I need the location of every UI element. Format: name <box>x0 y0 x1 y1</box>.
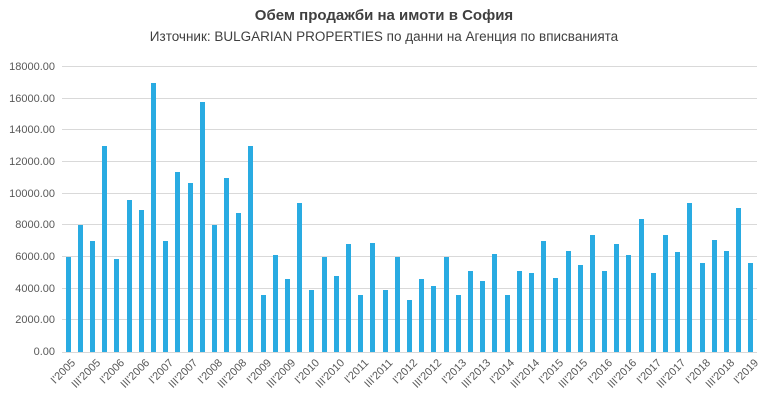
y-axis-label: 2000.00 <box>15 314 55 327</box>
bar <box>175 171 181 352</box>
bar <box>102 146 108 352</box>
bar <box>736 207 742 352</box>
bar <box>382 290 388 352</box>
bar <box>492 253 498 352</box>
x-axis-label: I'2019 <box>731 357 762 387</box>
bar <box>370 242 376 352</box>
bar <box>297 203 303 352</box>
plot-area: I'2005 III'2005 I'2006 III'2006 I'2007 III'20… <box>49 66 761 391</box>
bar <box>626 255 632 352</box>
bar <box>480 280 486 352</box>
bar <box>443 257 449 352</box>
gridline <box>62 352 757 353</box>
bar <box>602 271 608 352</box>
bar <box>333 276 339 352</box>
gridline <box>62 256 757 257</box>
y-axis-label: 0.00 <box>33 346 55 358</box>
bar <box>272 255 278 352</box>
bar <box>211 225 217 352</box>
bar <box>224 177 230 352</box>
bar <box>236 212 242 352</box>
bar <box>431 285 437 352</box>
bar <box>114 258 120 352</box>
bar <box>467 271 473 352</box>
bar <box>260 295 266 352</box>
bar <box>541 241 547 352</box>
bar <box>187 182 193 352</box>
y-axis-label: 12000.00 <box>9 156 55 168</box>
bar <box>419 279 425 352</box>
bar <box>150 82 156 352</box>
bar <box>553 277 559 352</box>
bar <box>504 295 510 352</box>
y-axis-label: 16000.00 <box>9 92 55 105</box>
bar <box>577 264 583 352</box>
bar <box>638 219 644 352</box>
bar <box>565 250 571 352</box>
y-axis-label: 14000.00 <box>9 124 55 137</box>
bar <box>394 257 400 352</box>
bar <box>163 241 169 352</box>
bar <box>309 290 315 352</box>
gridline <box>62 161 757 162</box>
bar <box>65 257 71 352</box>
gridline <box>62 66 757 67</box>
bar <box>321 257 327 352</box>
bar <box>663 234 669 352</box>
bar <box>711 239 717 352</box>
bar <box>699 263 705 352</box>
bar <box>455 295 461 352</box>
y-axis-label: 6000.00 <box>15 251 55 263</box>
gridline <box>62 287 757 289</box>
y-axis-label: 10000.00 <box>9 187 55 200</box>
bar <box>248 146 254 352</box>
bar <box>748 263 754 352</box>
bar <box>589 234 595 352</box>
chart-title: Обем продажби на имоти в София <box>254 7 514 24</box>
bar <box>199 101 205 352</box>
gridline <box>62 97 757 99</box>
bar <box>77 225 83 352</box>
bar <box>687 203 693 352</box>
gridline <box>62 224 757 226</box>
bar <box>89 241 95 352</box>
bar <box>614 244 620 352</box>
bar <box>724 250 730 352</box>
bar <box>138 209 144 352</box>
gridline <box>62 129 757 131</box>
bar <box>675 252 681 352</box>
gridline <box>62 192 757 194</box>
bar <box>346 244 352 352</box>
bar <box>358 295 364 352</box>
bar <box>528 272 534 352</box>
bar <box>285 279 291 352</box>
y-axis-label: 8000.00 <box>15 219 55 232</box>
bar <box>126 200 132 352</box>
y-axis-label: 18000.00 <box>9 61 55 73</box>
bar <box>407 299 412 352</box>
chart-subtitle: Източник: BULGARIAN PROPERTIES по данни … <box>149 29 619 44</box>
bar <box>650 272 656 352</box>
bar <box>516 271 522 352</box>
y-axis-label: 4000.00 <box>15 282 55 295</box>
